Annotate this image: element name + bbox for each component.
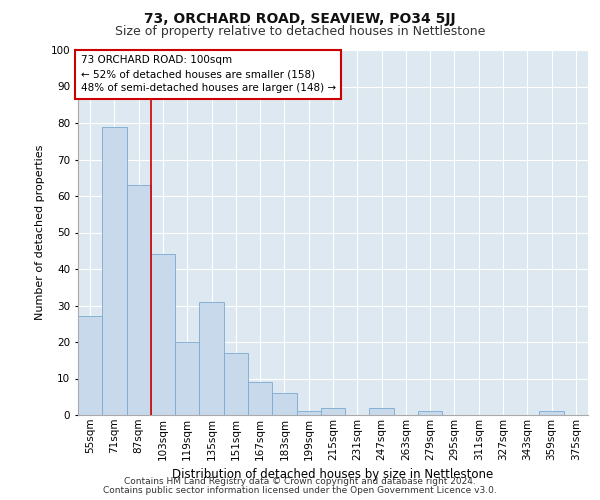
Bar — [321, 408, 345, 415]
Bar — [296, 412, 321, 415]
Bar — [539, 412, 564, 415]
Text: Size of property relative to detached houses in Nettlestone: Size of property relative to detached ho… — [115, 25, 485, 38]
Bar — [248, 382, 272, 415]
Bar — [127, 185, 151, 415]
Bar — [78, 316, 102, 415]
Y-axis label: Number of detached properties: Number of detached properties — [35, 145, 45, 320]
Bar — [418, 412, 442, 415]
Text: 73, ORCHARD ROAD, SEAVIEW, PO34 5JJ: 73, ORCHARD ROAD, SEAVIEW, PO34 5JJ — [144, 12, 456, 26]
Bar — [199, 302, 224, 415]
Bar — [102, 126, 127, 415]
Bar — [224, 353, 248, 415]
Text: Contains HM Land Registry data © Crown copyright and database right 2024.: Contains HM Land Registry data © Crown c… — [124, 477, 476, 486]
Text: 73 ORCHARD ROAD: 100sqm
← 52% of detached houses are smaller (158)
48% of semi-d: 73 ORCHARD ROAD: 100sqm ← 52% of detache… — [80, 56, 335, 94]
Bar — [370, 408, 394, 415]
Bar — [175, 342, 199, 415]
X-axis label: Distribution of detached houses by size in Nettlestone: Distribution of detached houses by size … — [172, 468, 494, 481]
Bar — [151, 254, 175, 415]
Bar — [272, 393, 296, 415]
Text: Contains public sector information licensed under the Open Government Licence v3: Contains public sector information licen… — [103, 486, 497, 495]
